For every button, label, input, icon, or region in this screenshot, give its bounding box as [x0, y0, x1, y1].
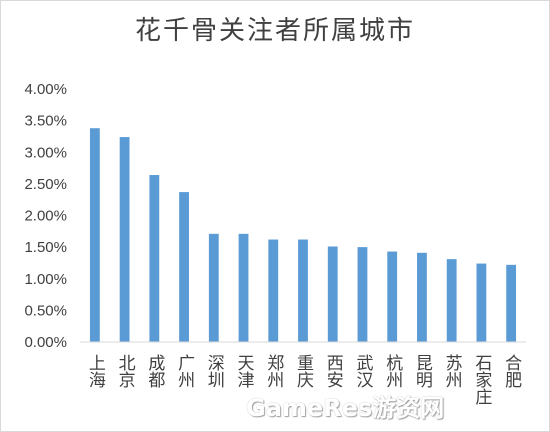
y-tick-label: 2.00%: [24, 208, 67, 225]
x-category-label: 成都: [144, 354, 165, 388]
y-tick-label: 3.50%: [24, 113, 67, 130]
bars: [89, 128, 517, 342]
x-category-label: 天津: [234, 354, 255, 388]
x-category-label: 苏州: [442, 354, 463, 388]
bar-2: [119, 137, 130, 342]
x-category-label: 郑州: [263, 354, 284, 388]
y-tick-label: 2.50%: [24, 176, 67, 193]
y-tick-label: 1.50%: [24, 239, 67, 256]
y-axis: 0.00% 0.50% 1.00% 1.50% 2.00% 2.50% 3.00% 3.50%…: [24, 81, 67, 351]
bar-9: [327, 246, 338, 342]
y-tick-label: 0.00%: [24, 334, 67, 351]
x-category-label: 杭州: [382, 354, 403, 388]
bar-1: [89, 128, 100, 342]
watermark: GameRes游资网: [246, 394, 445, 422]
x-category-label: 武汉: [352, 354, 373, 388]
x-axis: 上海 北京 成都 广州 深圳 天津 郑州 重庆 西安 武汉 杭州 昆明 苏州 石家庄 合肥: [80, 341, 526, 405]
bar-7: [268, 239, 279, 342]
x-category-label: 深圳: [204, 354, 225, 388]
bar-13: [446, 259, 457, 342]
bar-12: [417, 252, 427, 342]
x-category-label: 上海: [85, 354, 106, 389]
bar-4: [179, 192, 189, 342]
bar-11: [387, 251, 398, 342]
x-category-label: 合肥: [501, 354, 521, 388]
y-tick-label: 1.00%: [24, 271, 67, 288]
y-tick-label: 3.00%: [24, 144, 67, 161]
bar-15: [506, 264, 517, 342]
bar-8: [298, 239, 308, 342]
x-category-label: 昆明: [412, 354, 432, 389]
y-tick-label: 0.50%: [24, 302, 67, 319]
x-category-label: 广州: [174, 354, 195, 388]
x-category-label: 重庆: [293, 354, 314, 388]
x-category-label: 西安: [323, 354, 343, 388]
bar-6: [238, 233, 249, 342]
x-category-label: 石家庄: [471, 354, 492, 405]
chart-title: 花千骨关注者所属城市: [134, 16, 415, 46]
bar-10: [357, 247, 368, 342]
bar-5: [208, 233, 219, 342]
x-category-label: 北京: [115, 354, 136, 389]
y-tick-label: 4.00%: [24, 81, 67, 98]
bar-14: [476, 263, 487, 342]
bar-3: [149, 175, 160, 342]
